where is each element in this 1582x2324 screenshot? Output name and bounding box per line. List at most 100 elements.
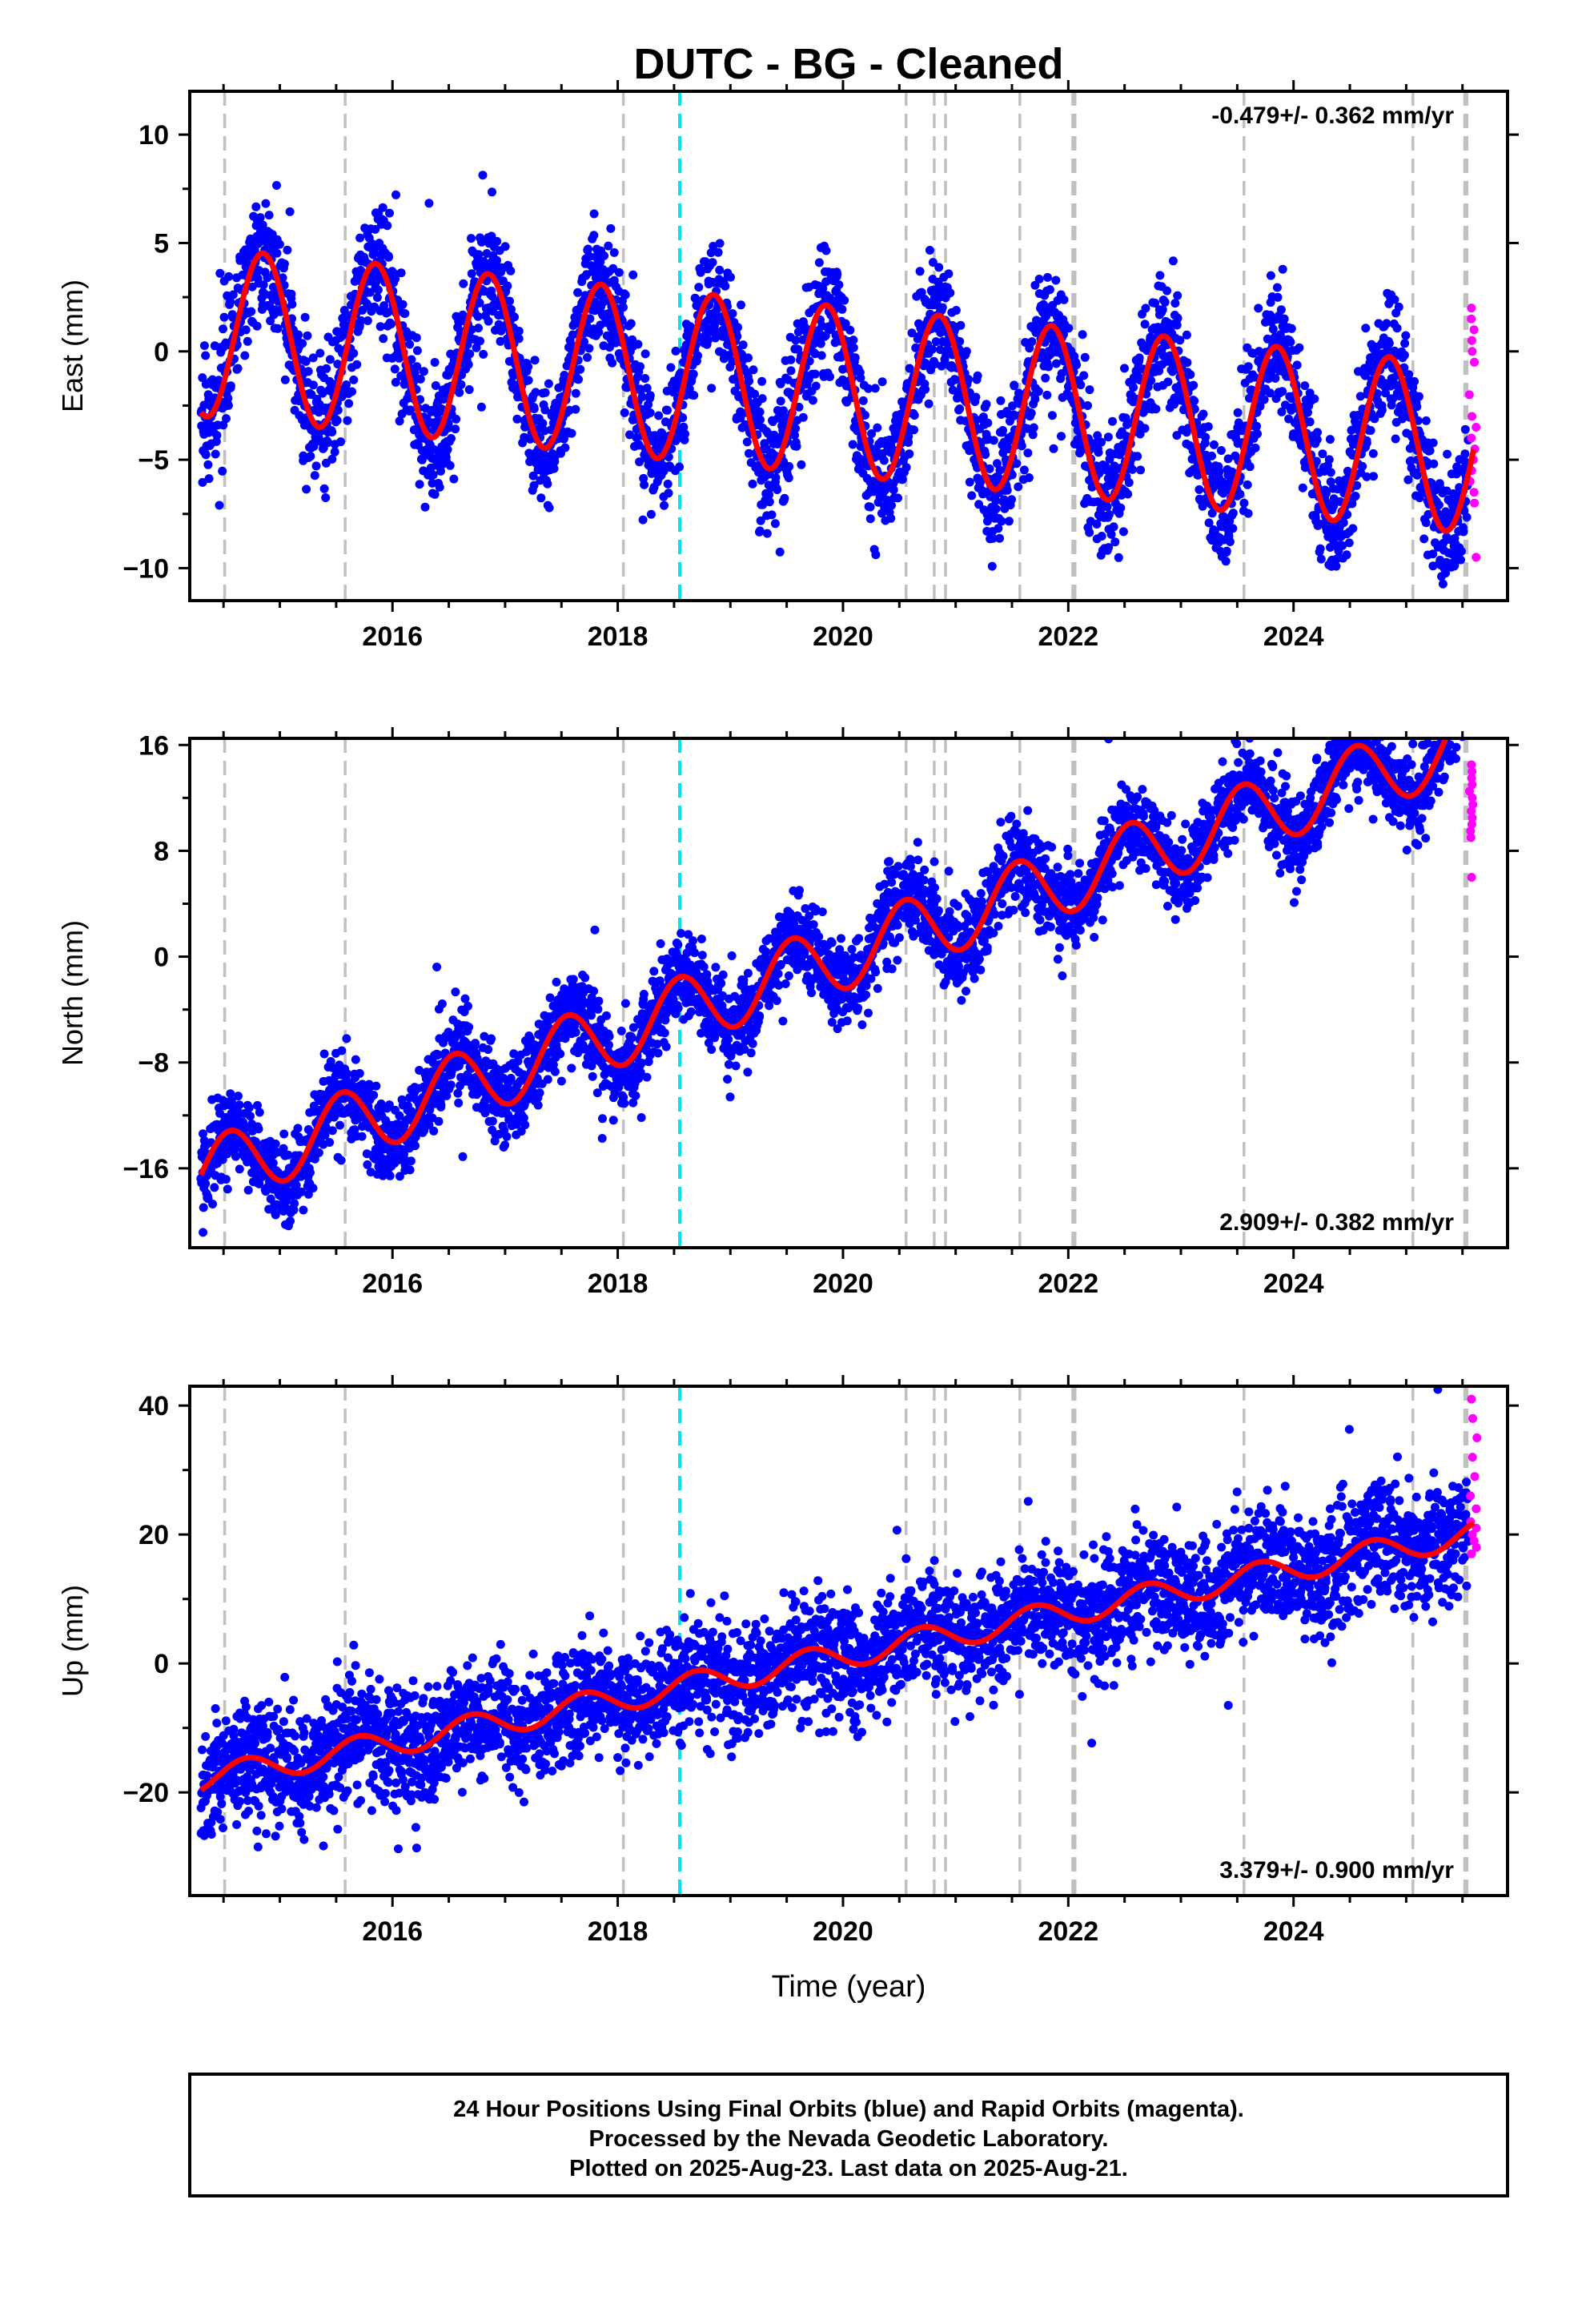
final-point: [1343, 510, 1352, 519]
rapid-point: [1464, 390, 1474, 400]
final-point: [1251, 443, 1260, 452]
rapid-point: [1468, 412, 1476, 421]
final-point: [514, 327, 524, 336]
final-point: [689, 369, 698, 379]
final-point: [405, 1165, 415, 1175]
final-point: [769, 430, 779, 440]
final-point: [663, 479, 673, 489]
final-point: [679, 422, 689, 432]
final-point: [785, 462, 794, 471]
final-point: [937, 361, 946, 371]
final-point: [780, 493, 789, 503]
final-point: [199, 1129, 207, 1139]
final-point: [1313, 428, 1322, 437]
final-point: [1085, 528, 1094, 537]
final-point: [308, 380, 318, 390]
final-point: [1456, 555, 1465, 565]
final-point: [850, 353, 860, 363]
final-point: [436, 466, 445, 476]
final-point: [784, 473, 793, 483]
final-point: [810, 369, 820, 379]
rapid-point: [1472, 553, 1481, 562]
final-point: [991, 504, 1001, 513]
final-point: [1128, 464, 1137, 474]
final-point: [757, 394, 767, 404]
final-point: [385, 1171, 395, 1180]
final-point: [671, 346, 681, 356]
final-point: [904, 432, 913, 441]
final-point: [833, 269, 842, 279]
final-point: [1182, 358, 1192, 368]
final-point: [1382, 319, 1391, 328]
final-point: [390, 364, 400, 374]
final-point: [231, 1152, 240, 1161]
plot-area: [196, 738, 1478, 1248]
final-point: [1014, 482, 1023, 492]
final-point: [308, 353, 318, 363]
final-point: [1228, 524, 1238, 533]
final-point: [1412, 470, 1422, 480]
final-point: [298, 339, 307, 348]
plot-area: [196, 91, 1481, 601]
final-point: [253, 1100, 262, 1110]
final-point: [503, 281, 512, 291]
final-point: [479, 349, 488, 359]
final-point: [951, 306, 961, 315]
final-point: [1195, 485, 1204, 494]
final-point: [1190, 396, 1199, 406]
final-point: [887, 501, 896, 510]
final-point: [467, 325, 476, 335]
final-point: [424, 199, 434, 208]
final-point: [928, 258, 938, 267]
final-point: [907, 328, 917, 338]
final-point: [1442, 486, 1452, 496]
final-point: [336, 1156, 346, 1165]
final-point: [278, 273, 287, 283]
final-point: [865, 514, 875, 524]
final-point: [268, 1158, 278, 1168]
final-point: [1361, 324, 1371, 333]
final-point: [873, 423, 882, 432]
final-point: [1030, 394, 1040, 404]
final-point: [333, 405, 343, 415]
final-point: [814, 258, 824, 267]
final-point: [271, 1139, 280, 1148]
final-point: [1002, 485, 1012, 495]
final-point: [1239, 498, 1249, 508]
final-point: [432, 416, 442, 426]
final-point: [540, 426, 549, 436]
final-point: [1441, 569, 1451, 578]
final-point: [475, 298, 484, 308]
final-point: [1170, 400, 1179, 409]
final-point: [1222, 546, 1231, 556]
final-point: [283, 245, 292, 255]
final-point: [492, 236, 502, 246]
final-point: [212, 431, 222, 440]
final-point: [1027, 337, 1037, 347]
final-point: [938, 303, 947, 312]
final-point: [999, 495, 1009, 505]
final-point: [708, 258, 717, 267]
final-point: [492, 255, 501, 265]
final-point: [465, 349, 475, 359]
final-point: [407, 355, 416, 364]
rapid-point: [1467, 304, 1476, 313]
final-point: [646, 509, 656, 519]
final-point: [767, 510, 777, 520]
final-point: [962, 347, 971, 356]
final-point: [1303, 408, 1312, 417]
final-point: [496, 336, 505, 346]
final-point: [1253, 429, 1262, 439]
final-point: [1460, 449, 1470, 459]
final-point: [222, 414, 231, 424]
final-point: [1043, 272, 1052, 282]
final-point: [1368, 448, 1378, 458]
final-point: [567, 428, 576, 438]
rapid-point: [1468, 347, 1477, 356]
final-point: [505, 296, 514, 306]
rapid-point: [1467, 336, 1476, 345]
final-point: [233, 364, 243, 373]
final-point: [713, 247, 723, 257]
final-point: [584, 244, 592, 254]
